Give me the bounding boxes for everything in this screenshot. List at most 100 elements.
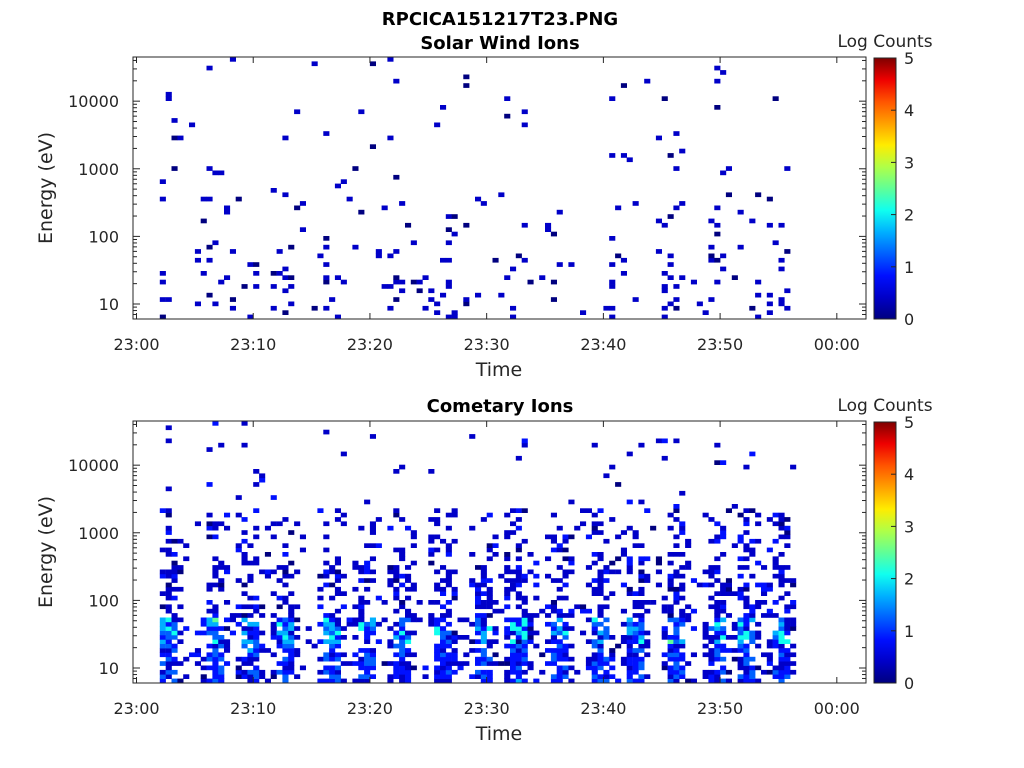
heatmap-cell [743,517,750,522]
heatmap-cell [405,630,412,636]
heatmap-cell [469,639,476,644]
heatmap-cell [504,530,511,535]
heatmap-cell [638,656,645,662]
heatmap-cell [533,630,540,636]
heatmap-cell [276,271,283,276]
heatmap-cell [620,530,627,535]
heatmap-cell [410,240,417,246]
heatmap-cell [364,652,371,658]
heatmap-cell [591,521,598,527]
heatmap-cell [428,288,435,294]
heatmap-cell [609,656,616,662]
heatmap-cell [229,297,236,302]
heatmap-cell [329,630,336,636]
heatmap-cell [620,257,627,263]
heatmap-cell [550,639,557,644]
heatmap-cell [580,310,587,315]
heatmap-cell [778,512,785,518]
heatmap-cell [475,639,482,644]
heatmap-cell [276,578,283,583]
heatmap-cell [638,586,645,592]
heatmap-cell [661,222,668,228]
heatmap-cell [334,608,341,614]
heatmap-cell [445,525,452,531]
heatmap-cell [399,556,406,562]
heatmap-cell [235,604,242,610]
heatmap-cell [206,656,213,662]
heatmap-cell [568,560,575,566]
heatmap-cell [591,617,598,623]
heatmap-cell [515,455,522,461]
heatmap-cell [731,591,738,596]
heatmap-cell [282,656,289,662]
heatmap-cell [445,257,452,263]
heatmap-cell [480,573,487,579]
heatmap-cell [253,639,260,644]
heatmap-cell [387,525,394,531]
heatmap-cell [159,674,166,679]
heatmap-cell [673,630,680,636]
heatmap-cell [714,538,721,544]
heatmap-cell [737,643,744,649]
heatmap-cell [212,301,219,307]
heatmap-cell [644,508,651,513]
heatmap-cell [299,547,306,553]
heatmap-cell [492,257,499,263]
heatmap-cell [510,578,517,583]
heatmap-cell [364,635,371,640]
heatmap-cell [504,626,511,631]
heatmap-cell [445,578,452,583]
heatmap-cell [434,534,441,540]
heatmap-cell [428,538,435,544]
heatmap-cell [603,661,610,666]
heatmap-cell [772,639,779,644]
heatmap-cell [714,600,721,605]
heatmap-cell [597,586,604,592]
heatmap-cell [159,279,166,285]
heatmap-cell [469,434,476,439]
heatmap-cell [486,556,493,562]
heatmap-cell [317,656,324,662]
heatmap-cell [480,617,487,623]
heatmap-cell [714,613,721,618]
heatmap-cell [527,617,534,623]
heatmap-cell [580,604,587,610]
heatmap-cell [323,547,330,553]
heatmap-cell [714,65,721,71]
heatmap-cell [562,613,569,618]
heatmap-cell [778,621,785,627]
heatmap-cell [597,635,604,640]
heatmap-cell [405,573,412,579]
heatmap-cell [568,499,575,505]
heatmap-cell [340,652,347,658]
heatmap-cell [282,669,289,675]
heatmap-cell [171,166,178,171]
heatmap-cell [510,661,517,666]
heatmap-cell [702,310,709,315]
heatmap-cell [270,521,277,527]
heatmap-cell [218,521,225,527]
heatmap-cell [690,279,697,285]
heatmap-cell [492,600,499,605]
heatmap-cell [387,639,394,644]
heatmap-cell [159,643,166,649]
heatmap-cell [510,652,517,658]
heatmap-cell [270,613,277,618]
heatmap-cell [457,661,464,666]
heatmap-cell [632,678,639,684]
heatmap-cell [282,310,289,315]
heatmap-cell [282,135,289,141]
heatmap-cell [749,613,756,618]
heatmap-cell [177,617,184,623]
heatmap-cell [755,560,762,566]
heatmap-cell [247,635,254,640]
heatmap-cell [521,595,528,601]
heatmap-cell [591,591,598,596]
heatmap-cell [282,595,289,601]
heatmap-cell [702,635,709,640]
heatmap-cell [288,621,295,627]
heatmap-cell [784,674,791,679]
heatmap-cell [504,569,511,575]
heatmap-cell [638,604,645,610]
heatmap-cell [562,595,569,601]
